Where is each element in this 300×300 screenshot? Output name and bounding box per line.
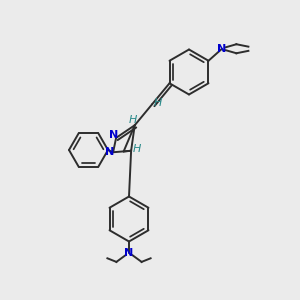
Text: H: H [129, 115, 137, 125]
Text: N: N [124, 248, 134, 258]
Text: H: H [133, 144, 141, 154]
Text: N: N [218, 44, 226, 54]
Text: N: N [109, 130, 118, 140]
Text: N: N [105, 147, 114, 157]
Text: H: H [153, 98, 162, 108]
